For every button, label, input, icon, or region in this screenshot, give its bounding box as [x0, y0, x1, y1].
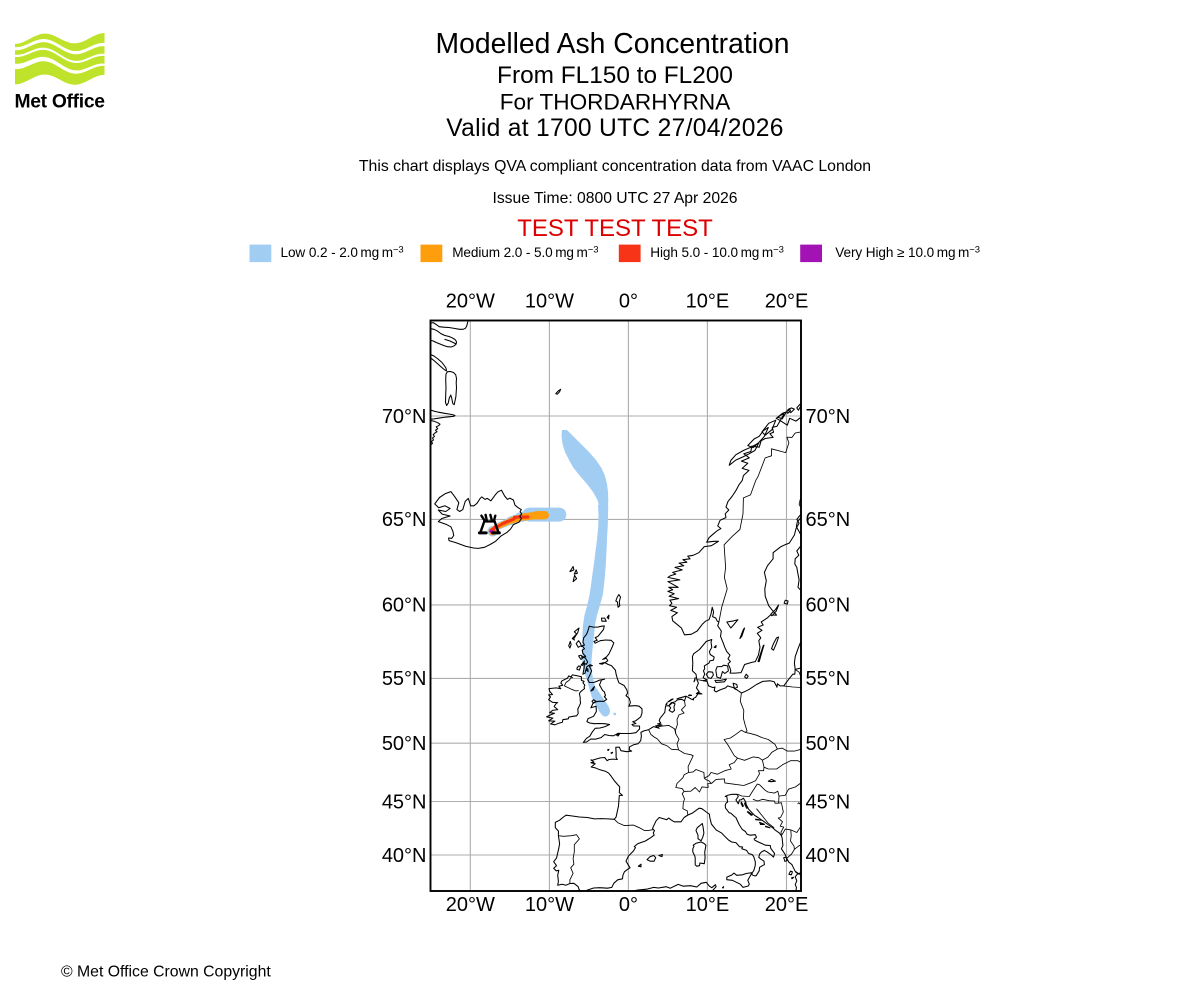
svg-text:From FL150 to FL200: From FL150 to FL200	[497, 62, 733, 89]
svg-text:20°E: 20°E	[765, 894, 809, 916]
svg-text:Medium 2.0 - 5.0 mg m−3: Medium 2.0 - 5.0 mg m−3	[452, 244, 598, 260]
svg-text:For THORDARHYRNA: For THORDARHYRNA	[500, 90, 731, 115]
svg-text:40°N: 40°N	[806, 845, 851, 867]
svg-text:Issue Time: 0800 UTC 27 Apr 20: Issue Time: 0800 UTC 27 Apr 2026	[492, 190, 737, 207]
svg-text:High 5.0 - 10.0 mg m−3: High 5.0 - 10.0 mg m−3	[650, 244, 783, 260]
svg-text:Modelled Ash Concentration: Modelled Ash Concentration	[436, 27, 790, 59]
svg-text:0°: 0°	[619, 894, 638, 916]
svg-text:This chart displays QVA compli: This chart displays QVA compliant concen…	[359, 158, 871, 175]
svg-text:65°N: 65°N	[806, 509, 851, 531]
svg-text:60°N: 60°N	[382, 595, 427, 617]
svg-text:Low 0.2 - 2.0 mg m−3: Low 0.2 - 2.0 mg m−3	[281, 244, 404, 260]
svg-text:20°E: 20°E	[765, 291, 809, 313]
svg-text:0°: 0°	[619, 291, 638, 313]
svg-text:70°N: 70°N	[382, 406, 427, 428]
svg-text:20°W: 20°W	[446, 894, 495, 916]
svg-text:10°E: 10°E	[686, 291, 730, 313]
svg-text:© Met Office Crown Copyright: © Met Office Crown Copyright	[61, 963, 271, 980]
svg-text:Met Office: Met Office	[15, 92, 106, 113]
svg-text:55°N: 55°N	[382, 668, 427, 690]
svg-text:10°W: 10°W	[525, 894, 574, 916]
svg-text:50°N: 50°N	[382, 733, 427, 755]
svg-text:10°E: 10°E	[686, 894, 730, 916]
svg-text:55°N: 55°N	[806, 668, 851, 690]
svg-text:20°W: 20°W	[446, 291, 495, 313]
svg-text:10°W: 10°W	[525, 291, 574, 313]
svg-text:45°N: 45°N	[382, 791, 427, 813]
svg-text:40°N: 40°N	[382, 845, 427, 867]
svg-text:TEST TEST TEST: TEST TEST TEST	[517, 215, 713, 242]
svg-text:60°N: 60°N	[806, 595, 851, 617]
svg-text:45°N: 45°N	[806, 791, 851, 813]
svg-text:70°N: 70°N	[806, 406, 851, 428]
svg-text:50°N: 50°N	[806, 733, 851, 755]
svg-text:Valid at 1700 UTC 27/04/2026: Valid at 1700 UTC 27/04/2026	[446, 115, 783, 142]
svg-text:65°N: 65°N	[382, 509, 427, 531]
svg-text:Very High ≥ 10.0 mg m−3: Very High ≥ 10.0 mg m−3	[835, 244, 980, 260]
